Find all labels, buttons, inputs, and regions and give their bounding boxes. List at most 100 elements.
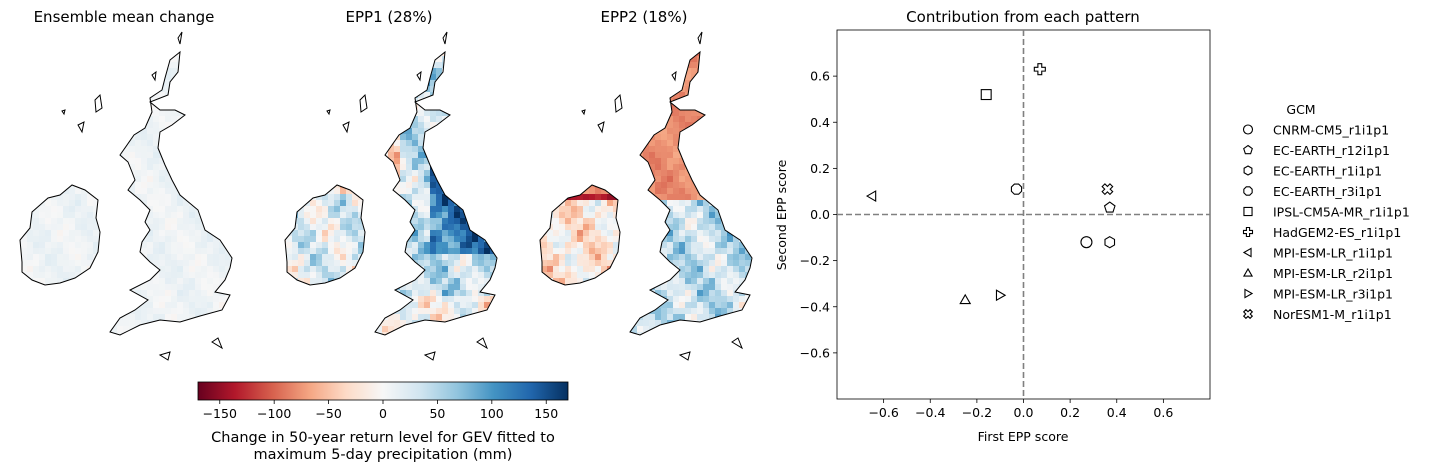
legend-label: MPI-ESM-LR_r3i1p1 (1273, 287, 1393, 302)
legend-label: MPI-ESM-LR_r1i1p1 (1273, 246, 1393, 261)
island-outline (359, 93, 368, 113)
legend-marker (1243, 186, 1253, 196)
colorbar-tick-label: −150 (203, 406, 237, 421)
point-cnrm-cm5-r1i1p1 (1080, 236, 1093, 249)
colorbar-tick-label: −50 (315, 406, 341, 421)
island-outline (94, 93, 103, 113)
ireland-coastline (19, 184, 101, 286)
legend-item: EC-EARTH_r3i1p1 (1243, 184, 1382, 199)
y-axis-label: Second EPP score (774, 159, 789, 270)
island-outline (731, 337, 744, 350)
legend: GCM CNRM-CM5_r1i1p1 EC-EARTH_r12i1p1 EC-EA… (1242, 102, 1410, 322)
map-panel-mean: Ensemble mean change (19, 8, 233, 361)
y-tick-label: 0.6 (810, 69, 830, 84)
legend-title: GCM (1286, 102, 1315, 117)
colorbar-label-line1: Change in 50-year return level for GEV f… (211, 430, 555, 446)
colorbar-tick-label: −100 (257, 406, 291, 421)
legend-label: CNRM-CM5_r1i1p1 (1273, 123, 1389, 138)
point-mpi-esm-lr-r3i1p1 (995, 289, 1007, 302)
legend-item: NorESM1-M_r1i1p1 (1242, 307, 1392, 322)
legend-item: EC-EARTH_r12i1p1 (1243, 143, 1390, 158)
gb-coastline (629, 50, 753, 336)
colorbar: −150 −100 −50 0 50 100 150 Change in 50-year r… (197, 381, 569, 463)
island-outline (423, 351, 436, 361)
island-outline (442, 31, 448, 45)
colorbar-tick-label: 0 (379, 406, 387, 421)
point-mpi-esm-lr-r2i1p1 (959, 293, 972, 305)
point-noresm1-m-r1i1p1 (1101, 183, 1114, 196)
map-panels: Ensemble mean change EPP1 (28%) EPP2 (18%) (19, 8, 753, 361)
legend-marker (1242, 308, 1254, 320)
colorbar-tick-label: 150 (534, 406, 558, 421)
data-points (865, 63, 1116, 305)
legend-label: EC-EARTH_r1i1p1 (1273, 164, 1382, 179)
island-outline (581, 109, 586, 116)
legend-item: MPI-ESM-LR_r2i1p1 (1242, 266, 1393, 281)
legend-item: MPI-ESM-LR_r1i1p1 (1242, 246, 1393, 261)
island-outline (77, 121, 85, 134)
legend-item: HadGEM2-ES_r1i1p1 (1242, 225, 1401, 240)
legend-item: IPSL-CM5A-MR_r1i1p1 (1243, 205, 1410, 220)
point-ipsl-cm5a-mr-r1i1p1 (980, 89, 992, 101)
gb-coastline (374, 50, 498, 336)
point-ec-earth-r12i1p1 (1103, 201, 1116, 213)
y-axis-ticks: −0.6 −0.4 −0.2 0.0 0.2 0.4 0.6 (800, 69, 837, 360)
scatter-title: Contribution from each pattern (906, 8, 1140, 26)
y-tick-label: −0.6 (800, 345, 830, 360)
island-outline (151, 70, 157, 82)
legend-marker (1242, 226, 1254, 238)
island-outline (326, 109, 331, 116)
island-outline (671, 70, 677, 82)
x-tick-label: −0.4 (915, 405, 945, 420)
legend-item: MPI-ESM-LR_r3i1p1 (1244, 287, 1393, 302)
colorbar-label-line2: maximum 5-day precipitation (mm) (254, 447, 513, 463)
legend-label: MPI-ESM-LR_r2i1p1 (1273, 266, 1393, 281)
legend-label: HadGEM2-ES_r1i1p1 (1273, 225, 1401, 240)
colorbar-tick-label: 50 (429, 406, 445, 421)
gb-coastline (109, 50, 233, 336)
map-title: EPP2 (18%) (601, 8, 688, 26)
island-outline (61, 109, 66, 116)
scatter-plot: Contribution from each pattern −0.6 −0.4 −… (774, 8, 1211, 444)
legend-marker (1242, 247, 1252, 258)
x-axis-ticks: −0.6 −0.4 −0.2 0.0 0.2 0.4 0.6 (868, 399, 1173, 420)
legend-label: IPSL-CM5A-MR_r1i1p1 (1273, 205, 1410, 220)
legend-marker (1242, 124, 1254, 135)
y-tick-label: −0.2 (800, 253, 830, 268)
legend-item: CNRM-CM5_r1i1p1 (1242, 123, 1389, 138)
legend-label: NorESM1-M_r1i1p1 (1273, 307, 1392, 322)
island-outline (614, 93, 623, 113)
island-outline (416, 70, 422, 82)
legend-marker (1243, 206, 1253, 217)
legend-label: EC-EARTH_r12i1p1 (1273, 143, 1390, 158)
island-outline (211, 337, 224, 350)
map-title: EPP1 (28%) (346, 8, 433, 26)
island-outline (678, 351, 691, 361)
x-tick-label: 0.0 (1014, 405, 1034, 420)
x-tick-label: 0.2 (1060, 405, 1080, 420)
reference-lines (837, 30, 1210, 399)
point-mpi-esm-lr-r1i1p1 (865, 190, 877, 203)
map-panel-epp2: EPP2 (18%) (539, 8, 753, 361)
x-tick-label: 0.6 (1153, 405, 1173, 420)
legend-item: EC-EARTH_r1i1p1 (1243, 164, 1382, 179)
island-outline (158, 351, 171, 361)
x-axis-label: First EPP score (978, 429, 1069, 444)
ireland-coastline (539, 184, 621, 286)
island-outline (697, 31, 703, 45)
point-ec-earth-r3i1p1 (1010, 183, 1023, 195)
legend-label: EC-EARTH_r3i1p1 (1273, 184, 1382, 199)
y-tick-label: 0.0 (810, 207, 830, 222)
point-hadgem2-es-r1i1p1 (1033, 63, 1046, 76)
colorbar-bar (197, 381, 569, 401)
legend-marker (1242, 267, 1254, 277)
island-outline (597, 121, 605, 134)
legend-marker (1243, 165, 1253, 176)
colorbar-tick-label: 100 (480, 406, 504, 421)
legend-marker (1243, 144, 1253, 155)
island-outline (177, 31, 183, 45)
point-ec-earth-r1i1p1 (1104, 236, 1116, 249)
x-tick-label: 0.4 (1107, 405, 1127, 420)
legend-marker (1244, 288, 1254, 299)
